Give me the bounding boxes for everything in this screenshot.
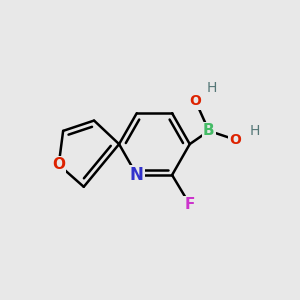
Text: B: B xyxy=(203,123,215,138)
Text: O: O xyxy=(230,133,241,147)
Text: H: H xyxy=(249,124,260,138)
Text: O: O xyxy=(190,94,202,108)
Text: N: N xyxy=(130,166,144,184)
Text: O: O xyxy=(52,157,65,172)
Text: H: H xyxy=(207,81,217,95)
Text: F: F xyxy=(184,197,195,212)
